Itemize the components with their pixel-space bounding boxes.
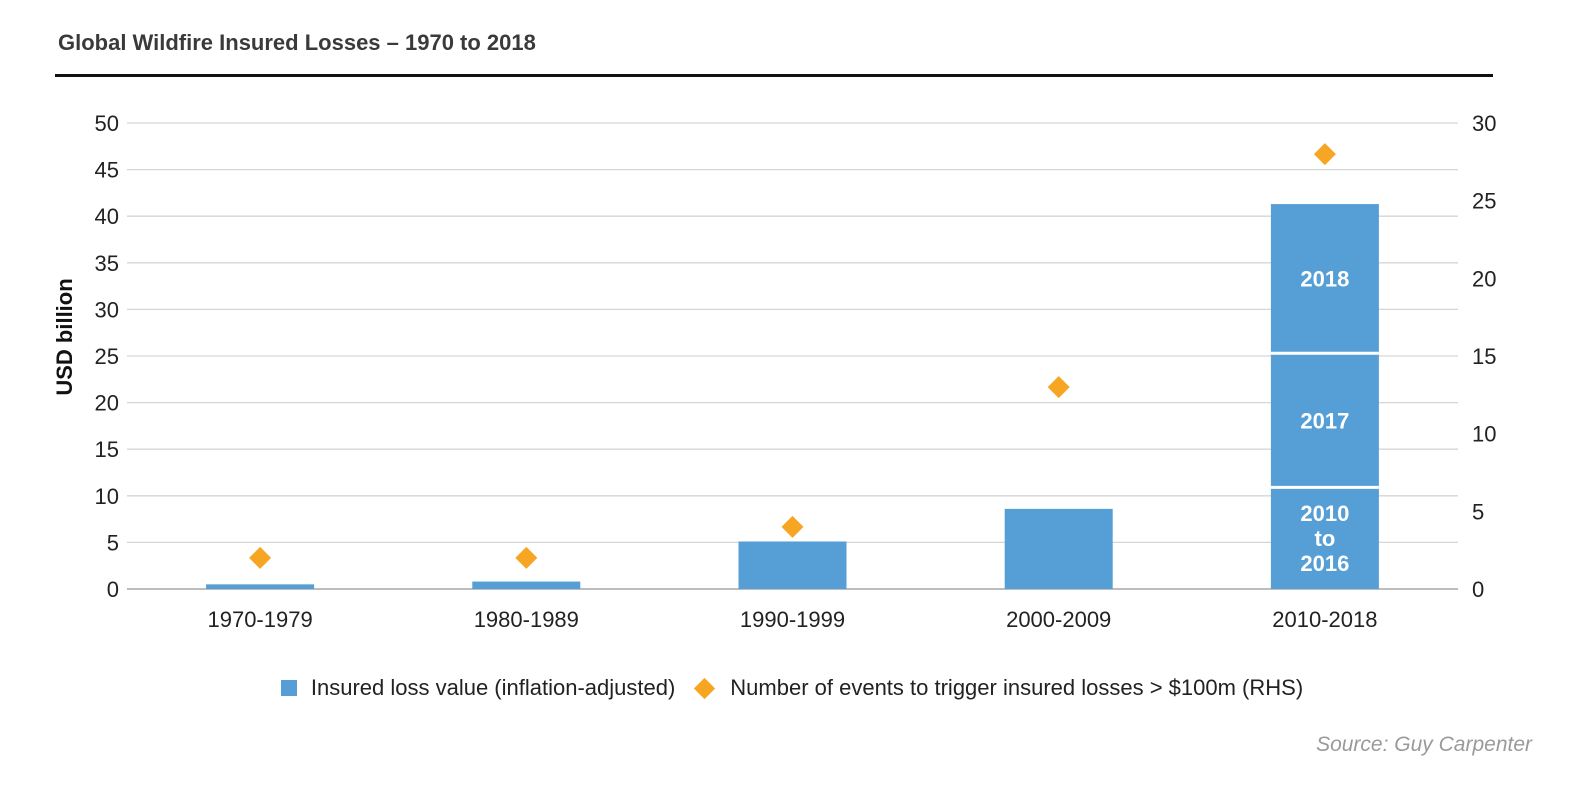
bar <box>738 541 847 589</box>
y2-tick-label: 25 <box>1472 189 1496 214</box>
y-tick-label: 30 <box>95 297 119 322</box>
legend-label-markers: Number of events to trigger insured loss… <box>730 675 1304 700</box>
y-tick-label: 35 <box>95 251 119 276</box>
y2-tick-label: 10 <box>1472 422 1496 447</box>
y-tick-label: 20 <box>95 391 119 416</box>
bar-segment <box>1270 353 1379 488</box>
y-tick-label: 0 <box>107 577 119 602</box>
y-tick-label: 50 <box>95 111 119 136</box>
event-marker <box>1313 143 1336 166</box>
y-tick-label: 40 <box>95 204 119 229</box>
source-note: Source: Guy Carpenter <box>1316 733 1532 756</box>
bar-segment-label-line: to <box>1315 526 1336 551</box>
event-marker <box>249 546 272 569</box>
x-tick-label: 2010-2018 <box>1272 607 1377 632</box>
title-rule <box>55 74 1493 77</box>
x-tick-label: 1980-1989 <box>474 607 579 632</box>
bar-segment-label-line: 2010 <box>1300 501 1349 526</box>
markers <box>249 143 1336 569</box>
legend-item-markers: Number of events to trigger insured loss… <box>691 675 1303 701</box>
grid-lines <box>127 122 1458 590</box>
event-marker <box>781 515 804 538</box>
bar <box>206 584 315 589</box>
y-tick-label: 5 <box>107 530 119 555</box>
chart-title: Global Wildfire Insured Losses – 1970 to… <box>58 30 536 55</box>
y2-tick-label: 0 <box>1472 577 1484 602</box>
event-marker <box>1047 376 1070 399</box>
y-tick-label: 45 <box>95 158 119 183</box>
diamond-marker-icon <box>694 677 716 699</box>
y2-tick-label: 15 <box>1472 344 1496 369</box>
bar-segment-label-line: 2018 <box>1300 267 1349 292</box>
legend-item-bars: Insured loss value (inflation-adjusted) <box>280 675 676 701</box>
y-axis-label: USD billion <box>52 278 77 395</box>
y2-tick-label: 5 <box>1472 499 1484 524</box>
event-marker <box>515 546 538 569</box>
bar-segment-label: 2010 to 2016 <box>1300 501 1349 576</box>
bar-segment <box>1270 204 1379 354</box>
legend-label-bars: Insured loss value (inflation-adjusted) <box>310 675 676 700</box>
bar <box>1004 508 1113 589</box>
x-tick-label: 2000-2009 <box>1006 607 1111 632</box>
bar-segment <box>1270 487 1379 589</box>
legend: Insured loss value (inflation-adjusted) … <box>0 675 1584 701</box>
y2-tick-label: 20 <box>1472 266 1496 291</box>
y-tick-label: 25 <box>95 344 119 369</box>
y2-tick-label: 30 <box>1472 111 1496 136</box>
bar-segment-label: 2018 <box>1300 267 1349 292</box>
bar-segment-label: 2017 <box>1300 408 1349 433</box>
bar-swatch-icon <box>280 680 297 696</box>
bar <box>472 581 581 589</box>
bars: 2010 to 2016 2017 2018 <box>206 204 1379 589</box>
bar-segment-label-line: 2016 <box>1300 551 1349 576</box>
y-tick-label: 10 <box>95 484 119 509</box>
x-tick-label: 1990-1999 <box>740 607 845 632</box>
x-tick-label: 1970-1979 <box>207 607 312 632</box>
y-tick-label: 15 <box>95 437 119 462</box>
tick-labels: 0 5 10 15 20 25 30 35 40 45 50 0 5 10 15 20 25 30 1970-197… <box>95 111 1497 632</box>
bar-segment-label-line: 2017 <box>1300 408 1349 433</box>
